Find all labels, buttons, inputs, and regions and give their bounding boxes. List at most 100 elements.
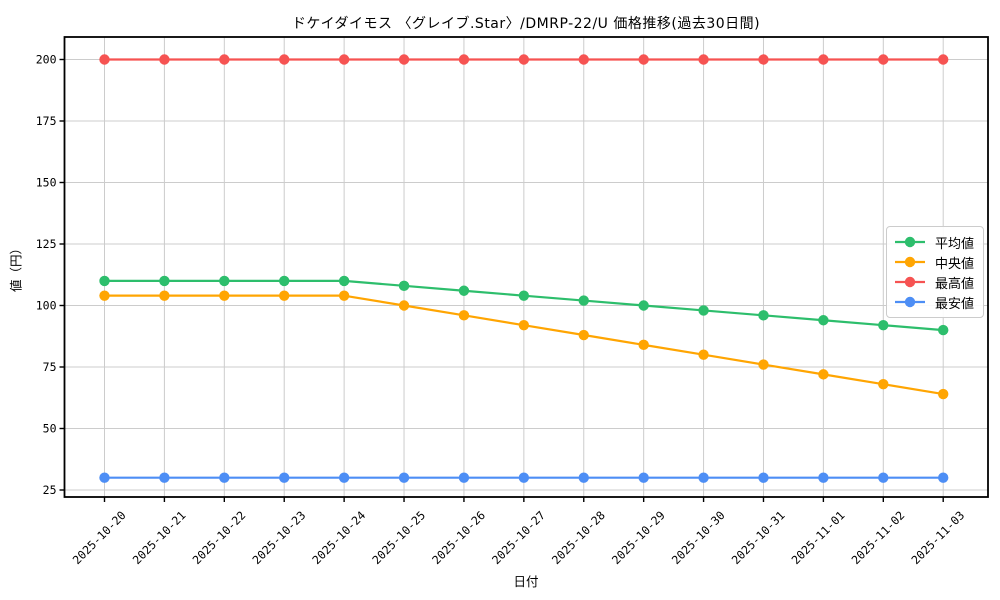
data-point-average	[99, 275, 110, 287]
data-point-lowest	[818, 472, 829, 483]
y-tick-label: 75	[43, 360, 57, 374]
data-point-lowest	[338, 472, 350, 483]
data-point-average	[338, 275, 350, 287]
data-point-highest	[758, 54, 769, 65]
legend-marker-icon-median	[895, 256, 925, 268]
data-point-median	[818, 369, 829, 380]
data-point-highest	[338, 54, 350, 65]
data-point-average	[818, 315, 829, 326]
data-point-highest	[698, 54, 709, 65]
data-point-highest	[219, 54, 230, 65]
y-axis-label-text: 値（円）	[8, 241, 24, 293]
data-point-average	[638, 300, 649, 311]
legend-item-highest: 最高値	[894, 272, 974, 292]
y-tick-label: 125	[36, 237, 57, 251]
data-point-lowest	[99, 472, 110, 483]
x-tick-label: 2025-10-28	[549, 508, 608, 567]
data-point-lowest	[638, 472, 649, 483]
y-tick-label: 50	[43, 422, 57, 436]
x-tick-label: 2025-11-03	[908, 508, 967, 567]
data-point-highest	[638, 54, 649, 65]
x-tick-label: 2025-10-24	[309, 508, 368, 567]
data-point-average	[159, 275, 170, 287]
axes-spines	[63, 36, 989, 498]
y-tick-label: 200	[36, 53, 57, 67]
data-point-average	[938, 324, 949, 336]
data-point-median	[458, 310, 470, 321]
data-point-median	[638, 339, 649, 351]
legend-item-average: 平均値	[894, 232, 974, 252]
data-point-highest	[818, 54, 829, 65]
x-tick-label: 2025-10-20	[70, 508, 129, 567]
data-point-highest	[458, 54, 470, 65]
data-point-median	[159, 290, 170, 301]
x-tick-label: 2025-10-29	[609, 508, 668, 567]
data-point-lowest	[518, 472, 530, 483]
data-point-median	[99, 290, 110, 301]
data-point-highest	[518, 54, 530, 65]
legend-marker-icon-highest	[895, 276, 925, 288]
data-point-lowest	[458, 472, 470, 483]
x-tick-label: 2025-11-02	[849, 508, 908, 567]
data-point-highest	[279, 54, 290, 65]
chart-title: ドケイダイモス 〈グレイブ.Star〉/DMRP-22/U 価格推移(過去30日…	[291, 16, 761, 32]
data-point-lowest	[578, 472, 589, 483]
x-tick-label: 2025-10-23	[249, 508, 308, 567]
data-point-lowest	[279, 472, 290, 483]
legend-label: 最安値	[935, 296, 975, 312]
x-tick-label: 2025-10-31	[729, 508, 788, 567]
x-tick-label: 2025-10-27	[489, 508, 548, 567]
x-tick-label: 2025-10-25	[369, 508, 428, 567]
data-point-median	[758, 359, 769, 370]
data-point-average	[518, 290, 530, 301]
data-point-highest	[398, 54, 410, 65]
y-tick-label: 150	[36, 176, 57, 190]
data-point-lowest	[219, 472, 230, 483]
y-tick-label: 100	[36, 299, 57, 313]
data-point-average	[578, 295, 589, 306]
x-axis-label: 日付	[513, 574, 539, 589]
data-point-lowest	[398, 472, 410, 483]
data-point-median	[698, 349, 709, 360]
data-point-average	[279, 275, 290, 287]
legend-label: 平均値	[935, 236, 975, 252]
legend: 平均値中央値最高値最安値	[886, 226, 985, 318]
legend-marker-icon-lowest	[895, 296, 925, 308]
legend-marker-icon-average	[895, 236, 925, 248]
data-point-median	[878, 379, 889, 390]
data-point-highest	[878, 54, 889, 65]
data-point-median	[518, 319, 530, 331]
data-point-average	[458, 285, 470, 296]
data-point-highest	[159, 54, 170, 65]
legend-item-median: 中央値	[894, 252, 974, 272]
data-point-median	[219, 290, 230, 301]
data-point-median	[398, 300, 410, 311]
x-tick-label: 2025-10-26	[429, 508, 488, 567]
legend-label: 中央値	[935, 256, 975, 272]
legend-item-lowest: 最安値	[894, 292, 974, 312]
data-point-lowest	[938, 472, 949, 483]
data-point-average	[398, 280, 410, 292]
data-point-median	[938, 388, 949, 400]
data-point-median	[578, 329, 589, 341]
x-tick-label: 2025-10-22	[190, 508, 249, 567]
data-point-median	[279, 290, 290, 301]
data-point-highest	[578, 54, 589, 65]
y-tick-label: 175	[36, 114, 57, 128]
data-point-median	[338, 290, 350, 301]
data-point-average	[698, 305, 709, 316]
x-tick-label: 2025-10-30	[669, 508, 728, 567]
data-point-highest	[99, 54, 110, 65]
data-point-average	[878, 319, 889, 331]
data-point-lowest	[878, 472, 889, 483]
data-point-average	[758, 310, 769, 321]
x-tick-label: 2025-11-01	[789, 508, 848, 567]
legend-label: 最高値	[935, 276, 975, 292]
data-point-lowest	[159, 472, 170, 483]
data-point-lowest	[758, 472, 769, 483]
y-tick-label: 25	[43, 483, 57, 497]
data-point-highest	[938, 54, 949, 65]
data-point-average	[219, 275, 230, 287]
